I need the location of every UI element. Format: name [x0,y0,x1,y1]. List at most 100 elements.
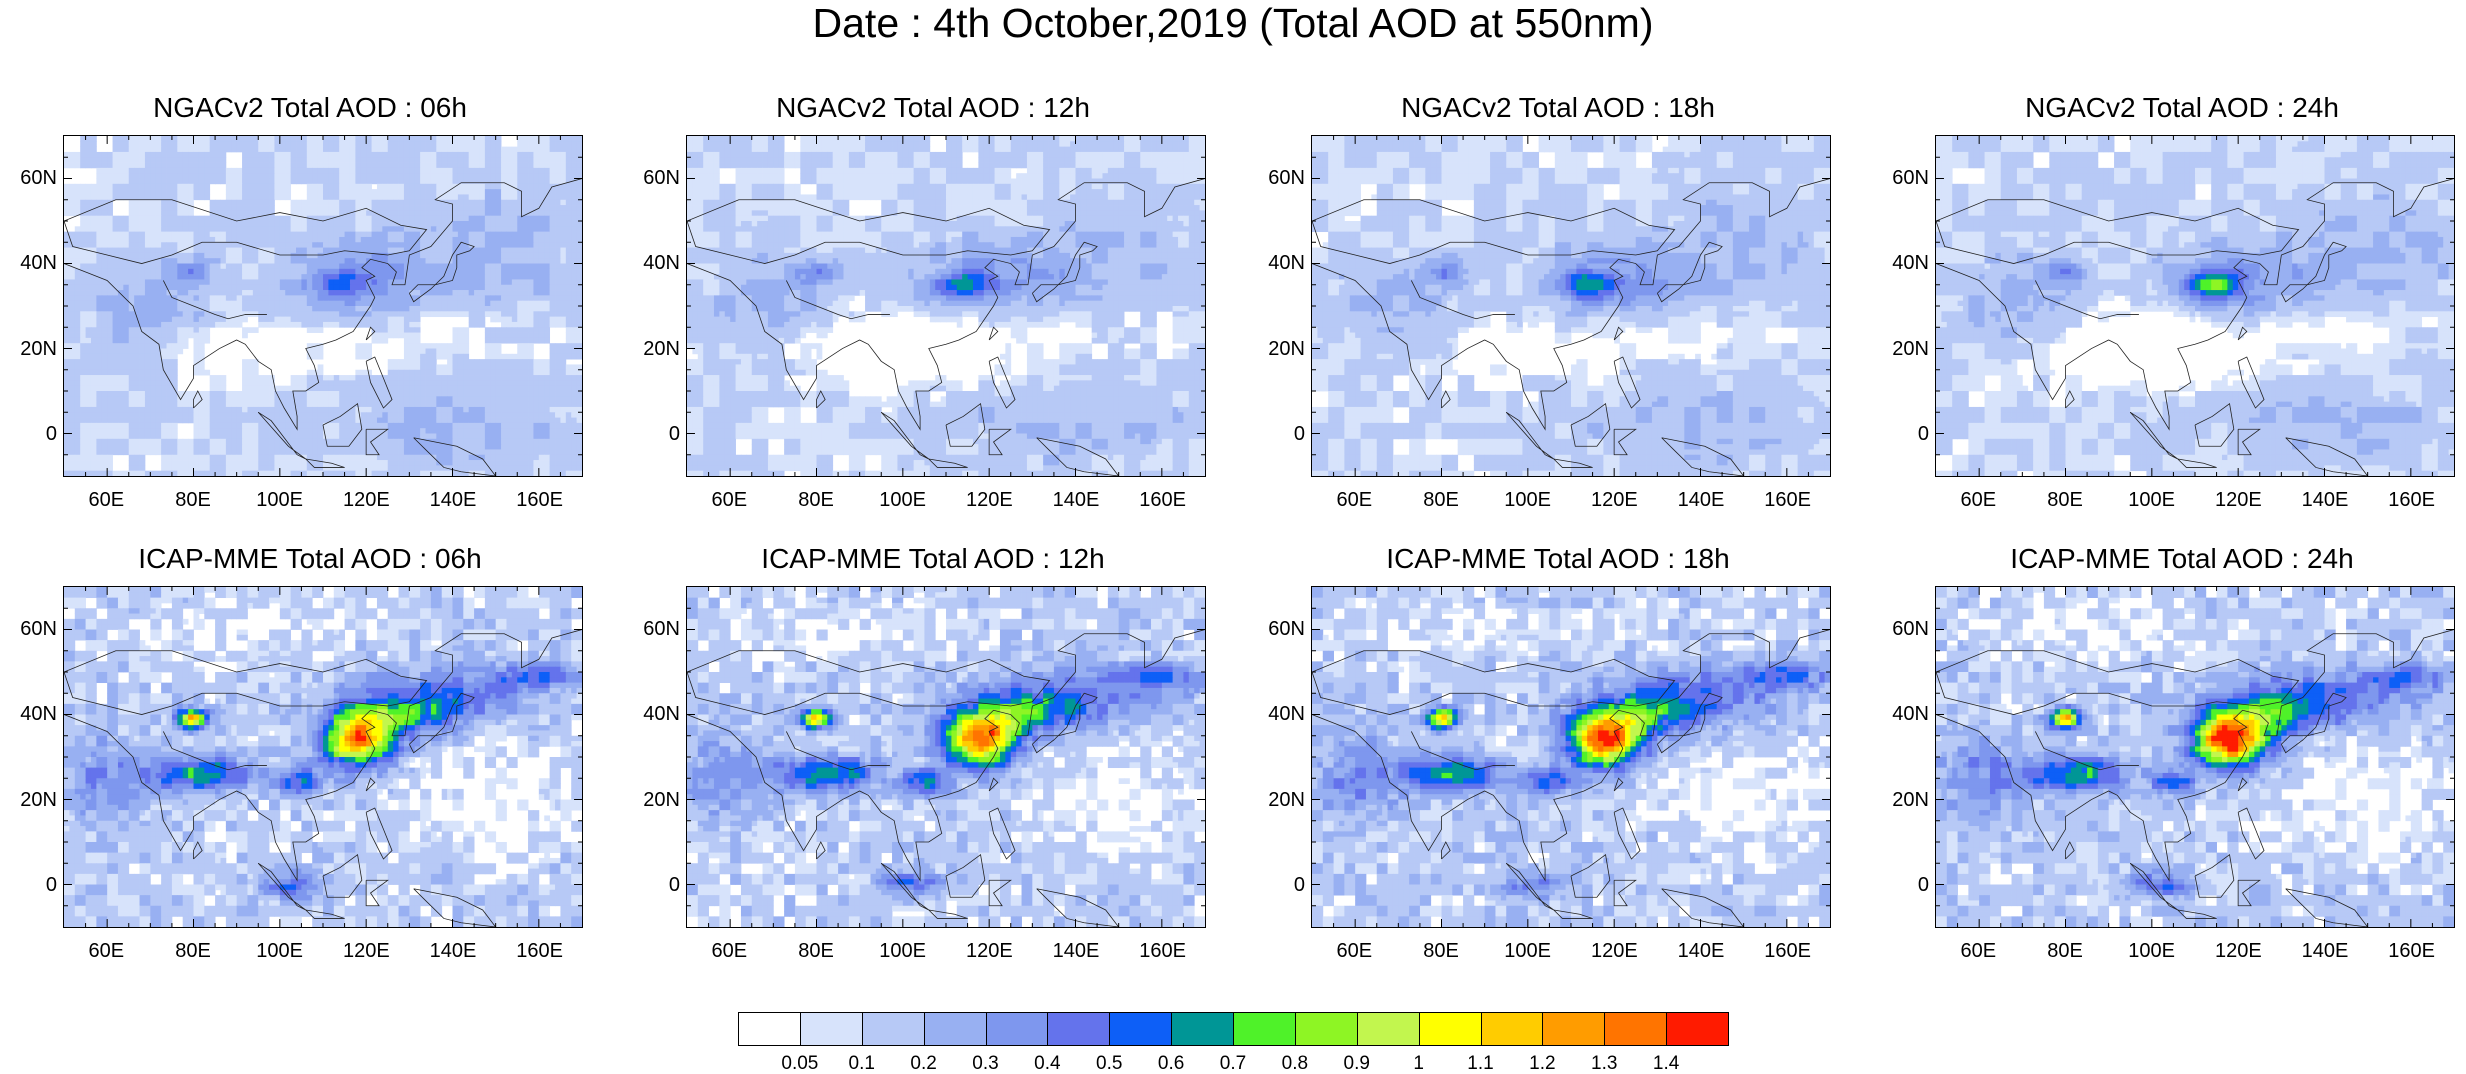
aod-cell [479,402,485,408]
aod-cell [118,285,124,291]
aod-cell [409,386,415,392]
aod-cell [501,418,507,424]
aod-cell [339,179,345,185]
aod-cell [253,152,259,158]
aod-cell [237,147,243,153]
aod-cell [231,168,237,174]
aod-cell [80,152,86,158]
aod-cell [247,269,253,275]
aod-cell [506,402,512,408]
aod-cell [129,136,135,142]
aod-cell [215,264,221,270]
aod-cell [533,301,539,307]
aod-cell [409,194,415,200]
aod-cell [220,306,226,312]
aod-cell [107,210,113,216]
aod-cell [172,163,178,169]
aod-cell [463,147,469,153]
aod-cell [404,412,410,418]
aod-cell [577,327,582,333]
aod-cell [528,136,534,142]
aod-cell [436,253,442,259]
aod-cell [431,423,437,429]
aod-cell [296,179,302,185]
aod-cell [237,418,243,424]
aod-cell [285,232,291,238]
aod-cell [312,423,318,429]
aod-cell [296,301,302,307]
aod-cell [479,370,485,376]
aod-cell [129,141,135,147]
aod-cell [409,258,415,264]
aod-cell [436,306,442,312]
aod-cell [501,232,507,238]
aod-cell [199,428,205,434]
aod-cell [145,375,151,381]
aod-cell [215,317,221,323]
panel-title: NGACv2 Total AOD : 06h [0,92,620,124]
aod-cell [156,317,162,323]
aod-cell [566,428,572,434]
aod-cell [145,322,151,328]
aod-cell [523,221,529,227]
aod-cell [431,216,437,222]
aod-cell [399,274,405,280]
aod-cell [560,200,566,206]
aod-cell [145,189,151,195]
aod-cell [350,306,356,312]
aod-cell [161,194,167,200]
aod-cell [501,396,507,402]
aod-cell [118,434,124,440]
aod-cell [226,168,232,174]
aod-cell [226,306,232,312]
aod-cell [80,396,86,402]
aod-cell [226,194,232,200]
aod-cell [399,412,405,418]
aod-cell [264,163,270,169]
aod-cell [334,147,340,153]
aod-cell [96,179,102,185]
aod-cell [544,428,550,434]
aod-cell [86,354,92,360]
aod-cell [506,274,512,280]
aod-cell [442,248,448,254]
aod-cell [161,412,167,418]
aod-cell [496,418,502,424]
aod-cell [479,205,485,211]
aod-cell [447,428,453,434]
aod-cell [388,306,394,312]
aod-cell [474,317,480,323]
aod-cell [167,364,173,370]
aod-cell [86,428,92,434]
aod-cell [560,136,566,142]
aod-cell [474,179,480,185]
aod-cell [469,258,475,264]
aod-cell [118,354,124,360]
aod-cell [237,290,243,296]
aod-cell [226,407,232,413]
aod-cell [280,136,286,142]
aod-cell [247,163,253,169]
aod-cell [517,179,523,185]
aod-cell [474,380,480,386]
aod-cell [512,359,518,365]
aod-cell [183,136,189,142]
aod-cell [231,412,237,418]
aod-cell [328,274,334,280]
aod-cell [490,407,496,413]
aod-cell [485,333,491,339]
aod-cell [496,423,502,429]
aod-cell [318,402,324,408]
aod-cell [485,391,491,397]
aod-cell [442,290,448,296]
aod-cell [377,423,383,429]
aod-cell [123,221,129,227]
aod-cell [388,274,394,280]
aod-cell [528,274,534,280]
aod-cell [80,194,86,200]
aod-cell [399,386,405,392]
aod-cell [539,168,545,174]
aod-cell [506,412,512,418]
aod-cell [258,380,264,386]
